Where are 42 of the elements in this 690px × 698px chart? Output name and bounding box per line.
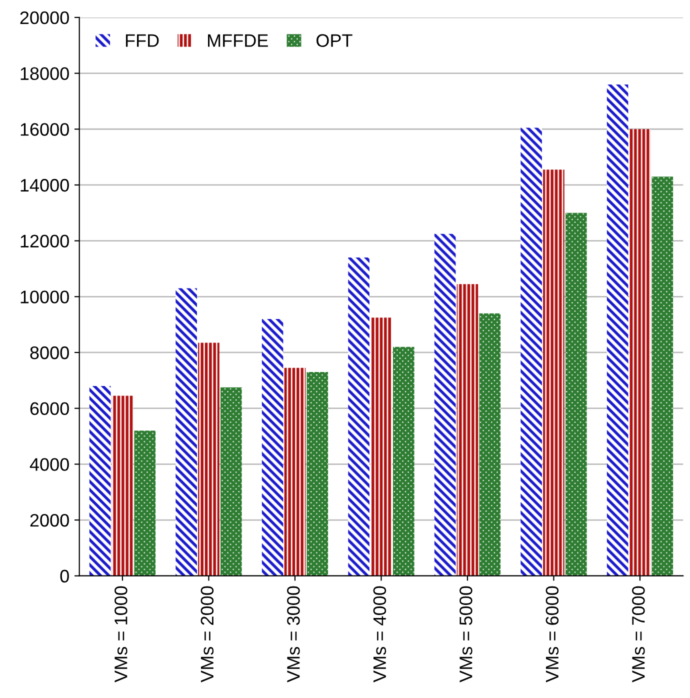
x-tick-label: VMs = 7000	[632, 586, 645, 682]
y-tick-label: 6000	[30, 402, 69, 416]
y-tick-label: 12000	[20, 234, 69, 248]
bar	[176, 288, 197, 576]
bar	[89, 386, 111, 576]
legend-label: FFD	[126, 34, 159, 47]
bar	[566, 212, 587, 576]
bar	[348, 258, 370, 576]
x-tick-label: VMs = 4000	[373, 586, 386, 682]
bar	[262, 318, 284, 576]
y-tick-label: 20000	[20, 11, 69, 24]
bar	[479, 313, 501, 576]
y-tick-label: 4000	[30, 458, 69, 471]
bar	[606, 84, 628, 576]
x-tick-label: VMs = 3000	[287, 586, 300, 682]
bar	[393, 346, 414, 576]
y-tick-label: 2000	[30, 514, 69, 527]
bar	[456, 284, 478, 576]
bar	[112, 396, 134, 576]
legend-label: MFFDE	[208, 34, 268, 47]
bar	[629, 129, 651, 576]
x-tick-label: VMs = 2000	[200, 586, 214, 682]
bar	[134, 430, 156, 576]
y-tick-label: 8000	[30, 346, 69, 360]
bar	[284, 368, 306, 576]
y-tick-label: 10000	[20, 290, 69, 304]
x-tick-label: VMs = 6000	[546, 586, 559, 682]
y-tick-label: 18000	[20, 67, 69, 80]
bar	[370, 318, 392, 576]
x-tick-label: VMs = 1000	[114, 586, 128, 682]
bar	[306, 372, 328, 576]
legend-label: OPT	[316, 34, 352, 47]
bar	[652, 176, 674, 576]
bar	[434, 234, 456, 576]
bar	[220, 387, 242, 576]
bar	[543, 170, 564, 576]
bar	[520, 128, 542, 576]
y-tick-label: 16000	[20, 123, 69, 136]
x-tick-label: VMs = 5000	[460, 586, 472, 682]
y-tick-label: 0	[60, 570, 69, 583]
bar	[198, 342, 220, 576]
y-tick-label: 14000	[20, 178, 69, 192]
